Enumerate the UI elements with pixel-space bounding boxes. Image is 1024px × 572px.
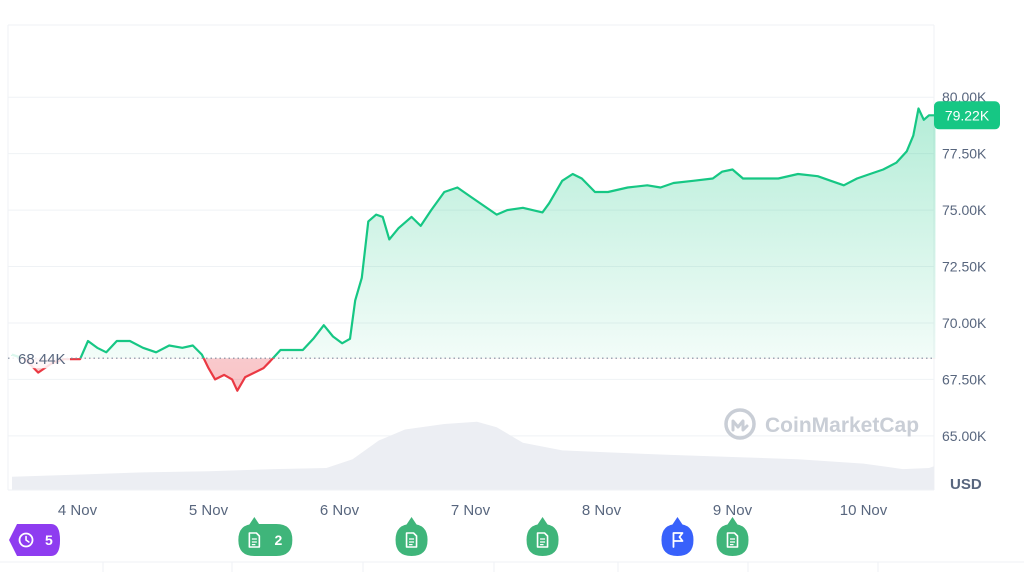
volume-shape [12, 421, 934, 490]
reference-price-label: 68.44K [18, 351, 66, 368]
volume-area [12, 421, 934, 490]
marker-bg [238, 524, 293, 556]
document-icon [405, 532, 418, 548]
watermark: CoinMarketCap [724, 408, 919, 440]
currency-label: USD [950, 476, 982, 493]
document-icon [536, 532, 549, 548]
coinmarketcap-logo-icon [724, 408, 756, 440]
y-tick-label: 75.00K [942, 202, 987, 218]
area-above-reference [12, 108, 936, 359]
history-count: 5 [45, 532, 53, 548]
y-axis: 65.00K 67.50K 70.00K 72.50K 75.00K 77.50K 80.0… [942, 89, 987, 444]
x-tick-label: 7 Nov [451, 502, 491, 519]
history-pill-bg [9, 524, 61, 556]
y-tick-label: 77.50K [942, 146, 987, 162]
marker-pointer [671, 517, 684, 526]
marker-bg [716, 524, 749, 556]
marker-bg [661, 524, 694, 556]
current-price-tag: 79.22K [934, 101, 1000, 130]
marker-pointer [405, 517, 418, 526]
area-below-reference [12, 358, 936, 391]
y-tick-label: 67.50K [942, 371, 987, 387]
news-marker[interactable] [716, 517, 749, 556]
history-marker[interactable]: 5 [9, 524, 61, 556]
marker-pointer [726, 517, 739, 526]
x-tick-label: 4 Nov [58, 502, 98, 519]
current-price-badge [934, 101, 1000, 130]
reference-price-tag: 68.44K [12, 348, 70, 369]
x-tick-label: 10 Nov [840, 502, 888, 519]
marker-pointer [536, 517, 549, 526]
event-marker[interactable] [661, 517, 694, 556]
y-tick-label: 80.00K [942, 89, 987, 105]
current-price-label: 79.22K [945, 107, 990, 123]
document-icon [726, 532, 739, 548]
reference-price-bg [12, 348, 70, 369]
y-tick-label: 70.00K [942, 315, 987, 331]
x-tick-label: 5 Nov [189, 502, 229, 519]
marker-pointer [248, 517, 261, 526]
y-tick-label: 65.00K [942, 428, 987, 444]
y-tick-label: 72.50K [942, 259, 987, 275]
x-tick-label: 8 Nov [582, 502, 622, 519]
flag-icon [672, 532, 684, 548]
news-count: 2 [274, 532, 282, 548]
news-marker[interactable]: 2 [238, 517, 293, 556]
watermark-text: CoinMarketCap [765, 414, 919, 437]
price-line-up [11, 107, 936, 359]
x-axis: 4 Nov 5 Nov 6 Nov 7 Nov 8 Nov 9 Nov 10 Nov [0, 489, 1024, 572]
history-icon [18, 532, 34, 548]
document-icon [248, 532, 261, 548]
news-marker[interactable] [526, 517, 559, 556]
x-tick-label: 9 Nov [713, 502, 753, 519]
marker-bg [395, 524, 428, 556]
marker-bg [526, 524, 559, 556]
x-tick-label: 6 Nov [320, 502, 360, 519]
price-line [11, 107, 936, 392]
price-area-fill [12, 108, 936, 391]
news-marker[interactable] [395, 517, 428, 556]
